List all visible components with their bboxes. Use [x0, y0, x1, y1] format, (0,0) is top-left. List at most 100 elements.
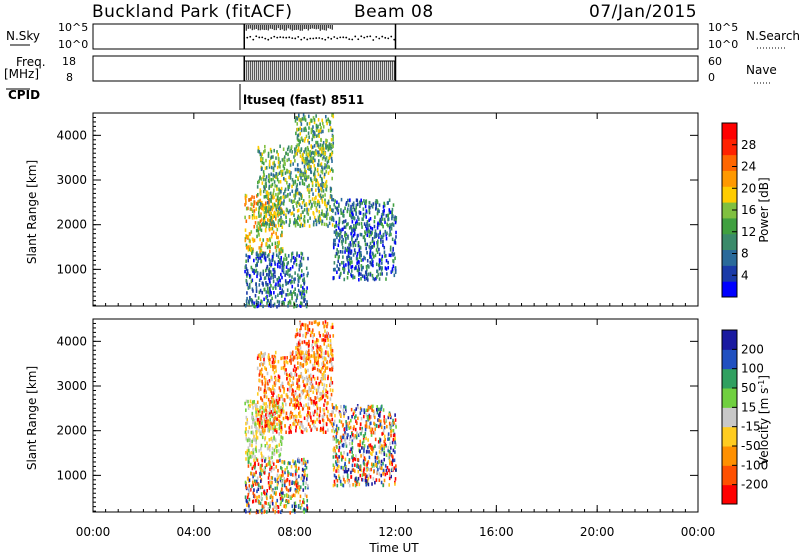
range-gate-cell [331, 128, 334, 133]
range-gate-cell [276, 175, 278, 179]
range-gate-cell [367, 460, 370, 464]
range-gate-cell [325, 146, 328, 150]
range-gate-cell [389, 426, 392, 430]
nsearch-point [369, 35, 372, 38]
range-gate-cell [312, 156, 315, 160]
range-gate-cell [330, 167, 333, 171]
range-gate-cell [299, 362, 302, 366]
range-gate-cell [317, 186, 320, 190]
range-gate-cell [296, 381, 298, 386]
range-gate-cell [279, 265, 281, 269]
range-gate-cell [339, 435, 342, 440]
range-gate-cell [268, 159, 271, 164]
range-gate-cell [259, 273, 262, 278]
range-gate-cell [280, 500, 283, 504]
range-gate-cell [336, 200, 338, 205]
range-gate-cell [332, 137, 334, 142]
range-gate-cell [315, 114, 317, 118]
range-gate-cell [247, 255, 249, 259]
range-gate-cell [280, 220, 282, 224]
range-gate-cell [305, 375, 308, 380]
range-gate-cell [267, 199, 270, 203]
range-gate-cell [356, 268, 359, 273]
range-gate-cell [316, 410, 318, 414]
range-gate-cell [354, 469, 356, 473]
range-gate-cell [356, 251, 359, 256]
range-gate-cell [315, 357, 317, 362]
range-gate-cell [300, 295, 303, 300]
range-gate-cell [306, 185, 309, 189]
range-gate-cell [392, 223, 395, 227]
range-gate-cell [284, 297, 286, 302]
range-gate-cell [358, 271, 361, 276]
range-gate-cell [304, 473, 306, 477]
range-gate-cell [347, 424, 350, 428]
range-gate-cell [344, 219, 347, 223]
range-gate-cell [306, 459, 309, 464]
range-gate-cell [332, 437, 335, 441]
nsearch-point [336, 37, 339, 40]
range-gate-cell [326, 414, 329, 419]
range-gate-cell [256, 430, 258, 434]
range-gate-cell [273, 491, 276, 495]
range-gate-cell [303, 208, 306, 212]
range-gate-cell [320, 152, 323, 157]
range-gate-cell [296, 481, 299, 486]
range-gate-cell [247, 271, 249, 276]
range-gate-cell [294, 193, 297, 197]
range-gate-cell [278, 248, 281, 252]
range-gate-cell [263, 375, 266, 380]
range-gate-cell [308, 356, 311, 360]
range-gate-cell [360, 221, 363, 226]
range-gate-cell [280, 186, 283, 191]
range-gate-cell [275, 156, 277, 160]
range-gate-cell [302, 278, 304, 283]
range-gate-cell [293, 213, 295, 217]
range-gate-cell [349, 260, 352, 265]
range-gate-cell [291, 494, 294, 499]
range-gate-cell [361, 429, 363, 433]
range-gate-cell [271, 404, 274, 408]
range-gate-cell [267, 397, 270, 402]
range-gate-cell [354, 427, 357, 432]
range-gate-cell [271, 296, 273, 301]
range-gate-cell [305, 128, 307, 132]
range-gate-cell [272, 215, 274, 219]
range-gate-cell [373, 277, 376, 282]
range-gate-cell [274, 383, 276, 387]
range-gate-cell [282, 491, 284, 495]
range-gate-cell [334, 482, 336, 487]
range-gate-cell [248, 509, 251, 513]
range-gate-cell [265, 494, 268, 499]
range-gate-cell [315, 128, 318, 133]
range-gate-cell [299, 150, 301, 154]
range-gate-cell [301, 430, 304, 435]
freq-unit-label: [MHz] [4, 67, 39, 81]
range-gate-cell [283, 210, 285, 215]
range-gate-cell [267, 195, 270, 199]
range-gate-cell [258, 278, 261, 282]
range-gate-cell [338, 459, 340, 464]
range-gate-cell [347, 433, 349, 437]
range-gate-cell [338, 219, 341, 224]
range-gate-cell [313, 215, 316, 220]
range-gate-cell [276, 405, 279, 410]
range-gate-cell [356, 261, 358, 265]
range-gate-cell [248, 238, 251, 243]
range-gate-cell [350, 447, 352, 451]
range-gate-cell [304, 115, 306, 119]
range-gate-cell [392, 421, 394, 425]
range-gate-cell [293, 304, 295, 309]
range-gate-cell [277, 393, 280, 398]
range-gate-cell [296, 148, 299, 153]
range-gate-cell [245, 278, 248, 283]
power-range-label: Slant Range [km] [25, 160, 39, 264]
range-gate-cell [330, 351, 332, 356]
range-gate-cell [295, 131, 297, 136]
range-gate-cell [297, 167, 300, 172]
range-gate-cell [288, 471, 290, 476]
range-gate-cell [371, 259, 374, 264]
range-gate-cell [344, 250, 346, 254]
range-gate-cell [253, 399, 256, 404]
range-gate-cell [368, 208, 371, 213]
